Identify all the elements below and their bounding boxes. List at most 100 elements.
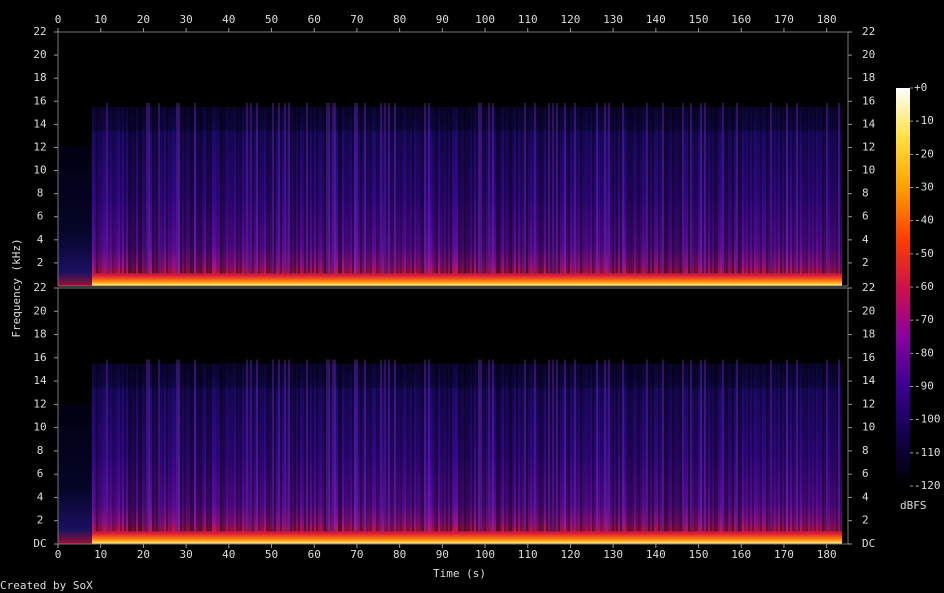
spectrogram-texture — [414, 106, 416, 274]
spectrogram-texture — [780, 106, 782, 274]
spectrogram-texture — [148, 359, 150, 531]
spectrogram-texture — [838, 359, 840, 531]
spectrogram-texture — [596, 363, 598, 532]
spectrogram-texture — [820, 106, 822, 274]
spectrogram-texture — [454, 107, 456, 274]
spectrogram-texture — [706, 106, 708, 274]
spectrogram-texture — [168, 106, 170, 274]
spectrogram-texture — [490, 363, 492, 532]
y-tick-label: DC — [33, 537, 46, 550]
spectrogram-texture — [174, 106, 176, 274]
spectrogram-texture — [112, 106, 114, 274]
spectrogram-texture — [376, 106, 378, 274]
y-tick-label: 20 — [862, 48, 875, 61]
spectrogram-texture — [398, 363, 400, 532]
spectrogram-texture — [380, 106, 382, 274]
spectrogram-texture — [744, 363, 746, 532]
spectrogram-texture — [502, 106, 504, 274]
spectrogram-texture — [478, 102, 480, 274]
spectrogram-texture — [732, 106, 734, 274]
spectrogram-texture — [720, 364, 722, 532]
spectrogram-texture — [818, 106, 820, 274]
spectrogram-texture — [256, 102, 258, 274]
spectrogram-texture — [246, 363, 248, 532]
spectrogram-texture — [312, 363, 314, 532]
spectrogram-texture — [822, 363, 824, 532]
spectrogram-texture — [750, 363, 752, 532]
spectrogram-texture — [396, 363, 398, 532]
spectrogram-texture — [678, 363, 680, 532]
spectrogram-texture — [428, 359, 430, 531]
spectrogram-texture — [656, 363, 658, 532]
spectrogram-texture — [500, 106, 502, 274]
spectrogram-texture — [822, 106, 824, 274]
spectrogram-texture — [296, 106, 298, 274]
spectrogram-texture — [402, 363, 404, 532]
spectrogram-texture — [812, 363, 814, 532]
spectrogram-texture — [636, 363, 638, 532]
spectrogram-texture — [480, 102, 482, 274]
colorbar-tick-label: -120 — [914, 479, 941, 492]
spectrogram-texture — [324, 363, 326, 532]
spectrogram-texture — [104, 363, 106, 532]
spectrogram-texture — [208, 363, 210, 532]
spectrogram-texture — [556, 363, 558, 532]
x-axis-label: Time (s) — [433, 567, 486, 580]
spectrogram-texture — [412, 363, 414, 532]
spectrogram-texture — [750, 106, 752, 274]
spectrogram-texture — [206, 363, 208, 532]
spectrogram-texture — [604, 106, 606, 274]
spectrogram-texture — [274, 363, 276, 532]
spectrogram-texture — [448, 106, 450, 274]
x-tick-label: 10 — [94, 548, 107, 561]
spectrogram-texture — [136, 363, 138, 532]
spectrogram-texture — [718, 106, 720, 274]
spectrogram-texture — [240, 363, 242, 532]
spectrogram-texture — [276, 363, 278, 532]
spectrogram-texture — [166, 106, 168, 274]
spectrogram-texture — [472, 106, 474, 274]
spectrogram-texture — [806, 106, 808, 274]
spectrogram-texture — [250, 359, 252, 531]
spectrogram-texture — [816, 363, 818, 532]
spectrogram-texture — [490, 106, 492, 274]
spectrogram-texture — [98, 106, 100, 274]
spectrogram-texture — [272, 102, 274, 274]
spectrogram-texture — [546, 363, 548, 532]
spectrogram-texture — [814, 363, 816, 532]
spectrogram-texture — [316, 106, 318, 274]
spectrogram-texture — [100, 363, 102, 532]
spectrogram-texture — [148, 106, 150, 274]
x-tick-label: 40 — [222, 13, 235, 26]
spectrogram-texture — [196, 363, 198, 532]
spectrogram-texture — [374, 363, 376, 532]
spectrogram-texture — [788, 363, 790, 532]
spectrogram-texture — [468, 106, 470, 274]
spectrogram-texture — [638, 106, 640, 274]
spectrogram-texture — [370, 106, 372, 274]
spectrogram-texture — [384, 102, 386, 274]
spectrogram-texture — [246, 359, 248, 531]
spectrogram-texture — [370, 363, 372, 532]
x-tick-label: 130 — [603, 548, 623, 561]
spectrogram-texture — [748, 363, 750, 532]
spectrogram-texture — [774, 363, 776, 532]
spectrogram-texture — [742, 364, 744, 532]
spectrogram-texture — [362, 106, 364, 274]
spectrogram-texture — [708, 106, 710, 274]
spectrogram-texture — [528, 363, 530, 532]
spectrogram-texture — [482, 363, 484, 532]
spectrogram-texture — [154, 106, 156, 274]
spectrogram-texture — [592, 106, 594, 274]
x-tick-label: 110 — [518, 13, 538, 26]
spectrogram-texture — [174, 363, 176, 532]
spectrogram-texture — [424, 359, 426, 531]
spectrogram-texture — [692, 363, 694, 532]
spectrogram-texture — [484, 106, 486, 274]
spectrogram-texture — [526, 106, 528, 274]
spectrogram-texture — [590, 363, 592, 532]
spectrogram-texture — [766, 106, 768, 274]
y-tick-label: 16 — [862, 94, 875, 107]
spectrogram-texture — [508, 363, 510, 532]
spectrogram-texture — [148, 102, 150, 274]
